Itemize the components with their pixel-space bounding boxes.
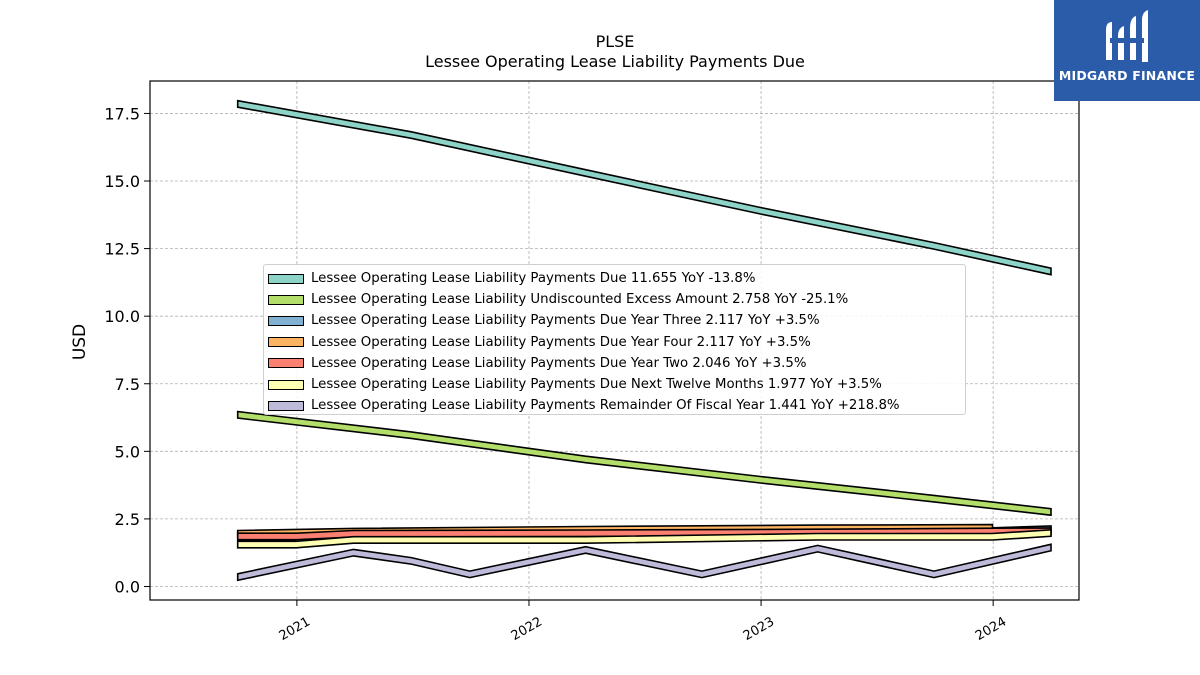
legend-item: Lessee Operating Lease Liability Payment… xyxy=(268,374,965,395)
legend-item: Lessee Operating Lease Liability Undisco… xyxy=(268,289,965,310)
y-tick-label: 17.5 xyxy=(104,104,140,123)
chart-subtitle: Lessee Operating Lease Liability Payment… xyxy=(425,52,805,71)
x-tick-label: 2021 xyxy=(277,614,313,644)
x-tick-label: 2022 xyxy=(509,614,545,644)
legend-label: Lessee Operating Lease Liability Payment… xyxy=(311,271,756,287)
legend-swatch xyxy=(268,400,304,411)
x-tick-label: 2023 xyxy=(741,614,777,644)
y-tick-label: 2.5 xyxy=(115,510,140,529)
legend-label: Lessee Operating Lease Liability Payment… xyxy=(311,334,811,350)
series-band xyxy=(236,543,1052,582)
legend-item: Lessee Operating Lease Liability Payment… xyxy=(268,310,965,331)
grid xyxy=(150,81,1079,600)
y-tick-label: 10.0 xyxy=(104,307,140,326)
plot-frame xyxy=(149,80,1080,601)
y-tick-label: 5.0 xyxy=(115,442,140,461)
x-axis: 2021 2022 2023 2024 xyxy=(277,600,1009,644)
legend-swatch xyxy=(268,358,304,369)
legend-label: Lessee Operating Lease Liability Payment… xyxy=(311,377,882,393)
y-tick-label: 0.0 xyxy=(115,577,140,596)
y-tick-label: 7.5 xyxy=(115,375,140,394)
legend-swatch xyxy=(268,273,304,284)
legend-item: Lessee Operating Lease Liability Payment… xyxy=(268,332,965,353)
logo-mark-icon xyxy=(1106,10,1148,62)
legend-label: Lessee Operating Lease Liability Payment… xyxy=(311,313,820,329)
logo-text: MIDGARD FINANCE xyxy=(1058,68,1196,83)
legend-item: Lessee Operating Lease Liability Payment… xyxy=(268,268,965,289)
y-tick-label: 15.0 xyxy=(104,172,140,191)
legend-label: Lessee Operating Lease Liability Payment… xyxy=(311,355,807,371)
series-band xyxy=(236,528,1052,549)
legend-item: Lessee Operating Lease Liability Payment… xyxy=(268,353,965,374)
x-tick-label: 2024 xyxy=(973,614,1009,644)
legend-label: Lessee Operating Lease Liability Payment… xyxy=(311,398,900,414)
brand-logo: MIDGARD FINANCE xyxy=(1054,0,1200,101)
series-band xyxy=(236,410,1052,517)
legend-swatch xyxy=(268,379,304,390)
series-band xyxy=(236,99,1052,276)
legend: Lessee Operating Lease Liability Payment… xyxy=(263,264,966,415)
chart-title: PLSE xyxy=(595,32,635,51)
series-layer xyxy=(236,99,1052,582)
legend-swatch xyxy=(268,337,304,348)
legend-swatch xyxy=(268,315,304,326)
y-axis: 0.0 2.5 5.0 7.5 10.0 12.5 15.0 17.5 xyxy=(104,104,150,596)
legend-label: Lessee Operating Lease Liability Undisco… xyxy=(311,292,849,308)
legend-swatch xyxy=(268,294,304,305)
legend-item: Lessee Operating Lease Liability Payment… xyxy=(268,395,965,416)
y-axis-label: USD xyxy=(70,324,90,360)
y-tick-label: 12.5 xyxy=(104,240,140,259)
